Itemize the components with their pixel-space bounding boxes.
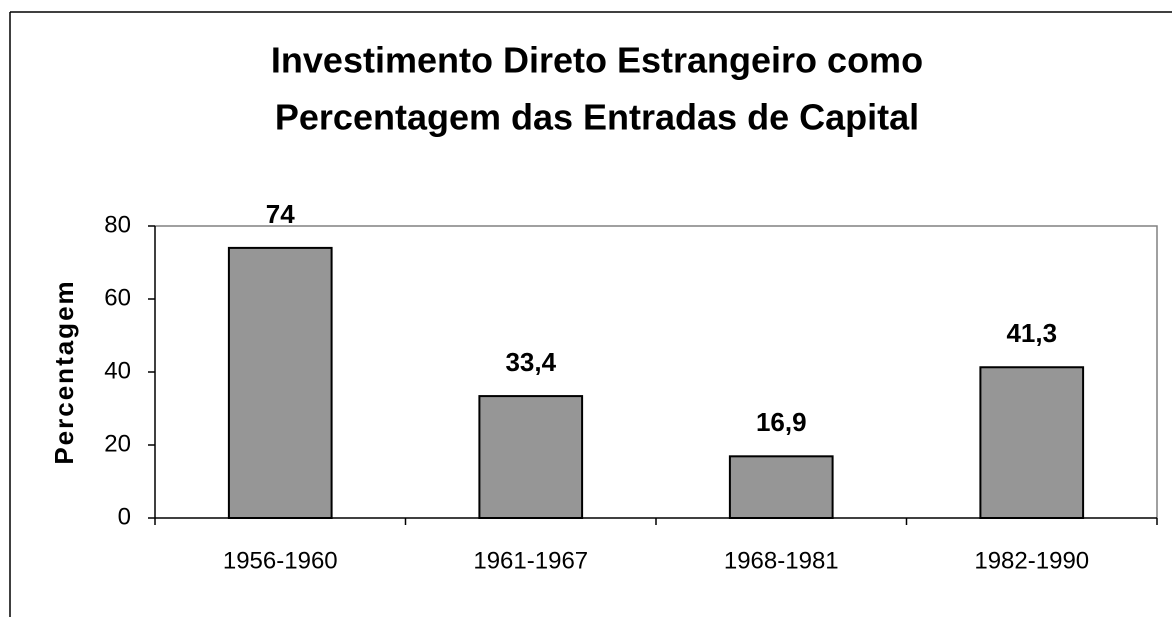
plot-border [155,225,1158,518]
data-label: 16,9 [756,407,807,437]
bar [728,455,834,520]
x-tick-label: 1982-1990 [974,547,1089,574]
chart-title: Investimento Direto Estrangeiro como [271,40,923,81]
y-tick-label: 80 [104,211,131,238]
x-tick-label: 1968-1981 [724,547,839,574]
bar [979,366,1085,519]
y-tick-label: 0 [118,503,131,530]
y-tick-label: 20 [104,430,131,457]
data-label: 33,4 [505,347,556,377]
x-tick-label: 1961-1967 [473,547,588,574]
chart-title: Percentagem das Entradas de Capital [275,97,919,138]
y-tick-label: 60 [104,284,131,311]
y-tick-label: 40 [104,357,131,384]
bar [478,395,584,519]
data-label: 74 [266,199,295,229]
y-axis-label: Percentagem [49,279,79,464]
x-tick-label: 1956-1960 [223,547,338,574]
bar [227,246,333,519]
data-label: 41,3 [1006,318,1057,348]
